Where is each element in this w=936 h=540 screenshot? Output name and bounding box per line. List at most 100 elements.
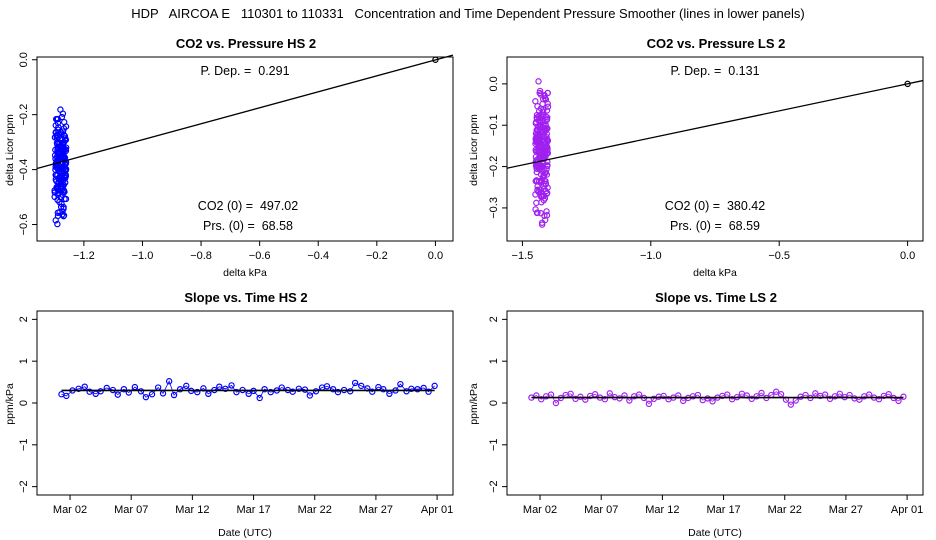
data-point	[397, 380, 404, 388]
plot-frame	[36, 310, 454, 496]
data-point	[170, 391, 178, 399]
data-point	[114, 391, 121, 398]
data-point	[539, 111, 547, 119]
y-tick-label: 2	[488, 316, 500, 322]
x-tick-label: 0.0	[900, 250, 915, 262]
x-tick-label: Mar 17	[236, 504, 270, 516]
data-point	[54, 153, 61, 160]
data-point	[312, 388, 320, 395]
x-tick-label: 0.0	[428, 250, 443, 262]
fit-line	[36, 54, 454, 170]
data-point	[533, 126, 540, 134]
data-point	[60, 212, 68, 219]
data-point	[60, 205, 67, 212]
data-point	[532, 135, 540, 142]
data-point	[541, 92, 548, 100]
data-point	[267, 388, 274, 396]
panel-title: Slope vs. Time HS 2	[184, 290, 307, 305]
data-point	[60, 131, 68, 139]
x-tick-label: −0.8	[190, 250, 212, 262]
data-point	[228, 382, 235, 389]
y-tick-label: 1	[18, 358, 30, 364]
data-point	[57, 180, 65, 188]
y-tick-label: 1	[488, 358, 500, 364]
data-point	[753, 393, 760, 400]
data-point	[75, 385, 82, 392]
data-point	[216, 383, 223, 390]
x-tick-label: Mar 02	[523, 504, 557, 516]
data-point	[704, 395, 711, 402]
data-point	[329, 386, 337, 393]
x-tick-label: Mar 27	[359, 504, 393, 516]
data-point	[431, 382, 438, 390]
data-point	[758, 389, 765, 397]
data-point	[538, 199, 545, 206]
data-point	[537, 186, 544, 193]
data-point	[541, 126, 549, 134]
data-point	[772, 388, 780, 395]
x-tick-label: Apr 01	[891, 504, 923, 516]
x-axis-label: Date (UTC)	[218, 527, 272, 539]
chart-panel-co2-pressure-hs: CO2 vs. Pressure HS 2 −1.2 −1.0 −0.8 −0.6 −0…	[4, 36, 454, 279]
data-point	[533, 168, 540, 176]
data-point	[543, 171, 551, 178]
data-point	[194, 388, 201, 396]
data-point	[261, 386, 268, 393]
data-point	[58, 174, 65, 182]
data-point	[601, 396, 609, 403]
data-point	[62, 146, 69, 153]
data-point	[748, 395, 755, 403]
data-point	[63, 392, 70, 400]
y-tick-label: 0	[488, 400, 500, 406]
x-tick-label: −1.5	[512, 250, 534, 262]
co2-zero-annotation: CO2 (0) = 380.42	[665, 199, 765, 213]
data-point	[606, 390, 613, 397]
y-tick-label: 0.0	[18, 52, 30, 67]
prs-zero-annotation: Prs. (0) = 68.59	[670, 219, 760, 233]
data-point	[533, 111, 541, 119]
x-tick-label: −0.6	[249, 250, 271, 262]
data-point	[836, 390, 844, 397]
data-point	[53, 139, 61, 147]
data-point	[543, 208, 550, 215]
data-point	[535, 78, 542, 85]
plot-frame	[36, 56, 454, 242]
x-tick-label: Mar 07	[114, 504, 148, 516]
data-point	[60, 181, 68, 189]
data-point	[306, 392, 314, 399]
data-point	[54, 143, 61, 151]
data-point	[62, 159, 70, 166]
prs-zero-annotation: Prs. (0) = 68.58	[203, 219, 293, 233]
data-point	[60, 125, 68, 132]
y-tick-label: −0.2	[488, 156, 500, 178]
figure-title: HDP AIRCOA E 110301 to 110331 Concentrat…	[131, 6, 805, 21]
data-point	[540, 192, 547, 200]
data-point	[552, 399, 560, 407]
data-point	[538, 221, 546, 228]
data-point	[875, 396, 883, 403]
data-point	[535, 133, 542, 141]
data-point	[536, 153, 543, 161]
data-point	[414, 386, 421, 393]
y-tick-label: −0.6	[18, 214, 30, 236]
y-tick-label: 2	[18, 316, 30, 322]
data-point	[787, 401, 795, 408]
data-point	[54, 164, 62, 171]
x-tick-label: Mar 12	[645, 504, 679, 516]
data-point	[176, 386, 184, 393]
data-point	[534, 187, 541, 194]
x-tick-label: Mar 22	[768, 504, 802, 516]
data-point	[567, 390, 574, 397]
data-point	[51, 189, 59, 196]
data-point	[55, 174, 63, 181]
x-tick-label: Mar 22	[298, 504, 332, 516]
x-tick-label: Apr 01	[421, 504, 453, 516]
data-point	[323, 383, 331, 390]
x-tick-label: Mar 07	[584, 504, 618, 516]
x-axis-label: delta kPa	[693, 267, 737, 279]
data-point	[233, 388, 240, 396]
data-point	[543, 139, 550, 147]
data-point	[539, 163, 546, 170]
data-point	[542, 216, 549, 224]
